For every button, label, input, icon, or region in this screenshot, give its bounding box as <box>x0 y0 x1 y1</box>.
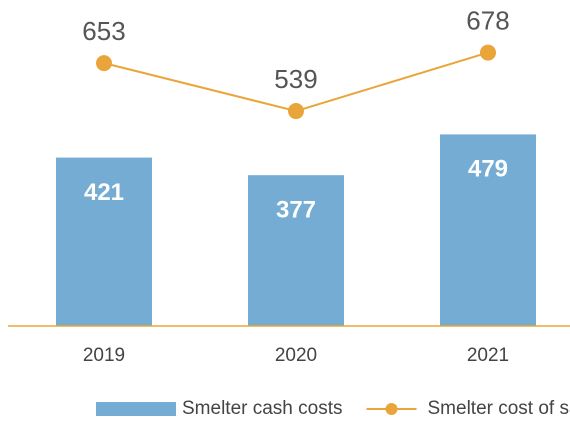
bar-value-label: 479 <box>468 156 508 183</box>
line-point <box>288 103 304 120</box>
line-point <box>480 44 496 61</box>
line-value-label: 539 <box>274 64 317 94</box>
legend-label: Smelter cash costs <box>182 398 343 419</box>
bar-value-label: 421 <box>84 179 124 206</box>
bar <box>248 175 344 326</box>
line-value-label: 678 <box>466 5 509 35</box>
x-tick-label: 2019 <box>83 345 125 366</box>
bar-value-label: 377 <box>276 197 316 224</box>
legend-marker <box>385 403 398 415</box>
bar <box>56 157 152 326</box>
legend-swatch <box>96 402 176 416</box>
line-value-label: 653 <box>82 16 125 46</box>
line-point <box>96 55 112 72</box>
legend-label: Smelter cost of sales <box>428 398 570 419</box>
x-tick-label: 2020 <box>275 345 317 366</box>
x-tick-label: 2021 <box>467 345 509 366</box>
bar <box>440 134 536 326</box>
